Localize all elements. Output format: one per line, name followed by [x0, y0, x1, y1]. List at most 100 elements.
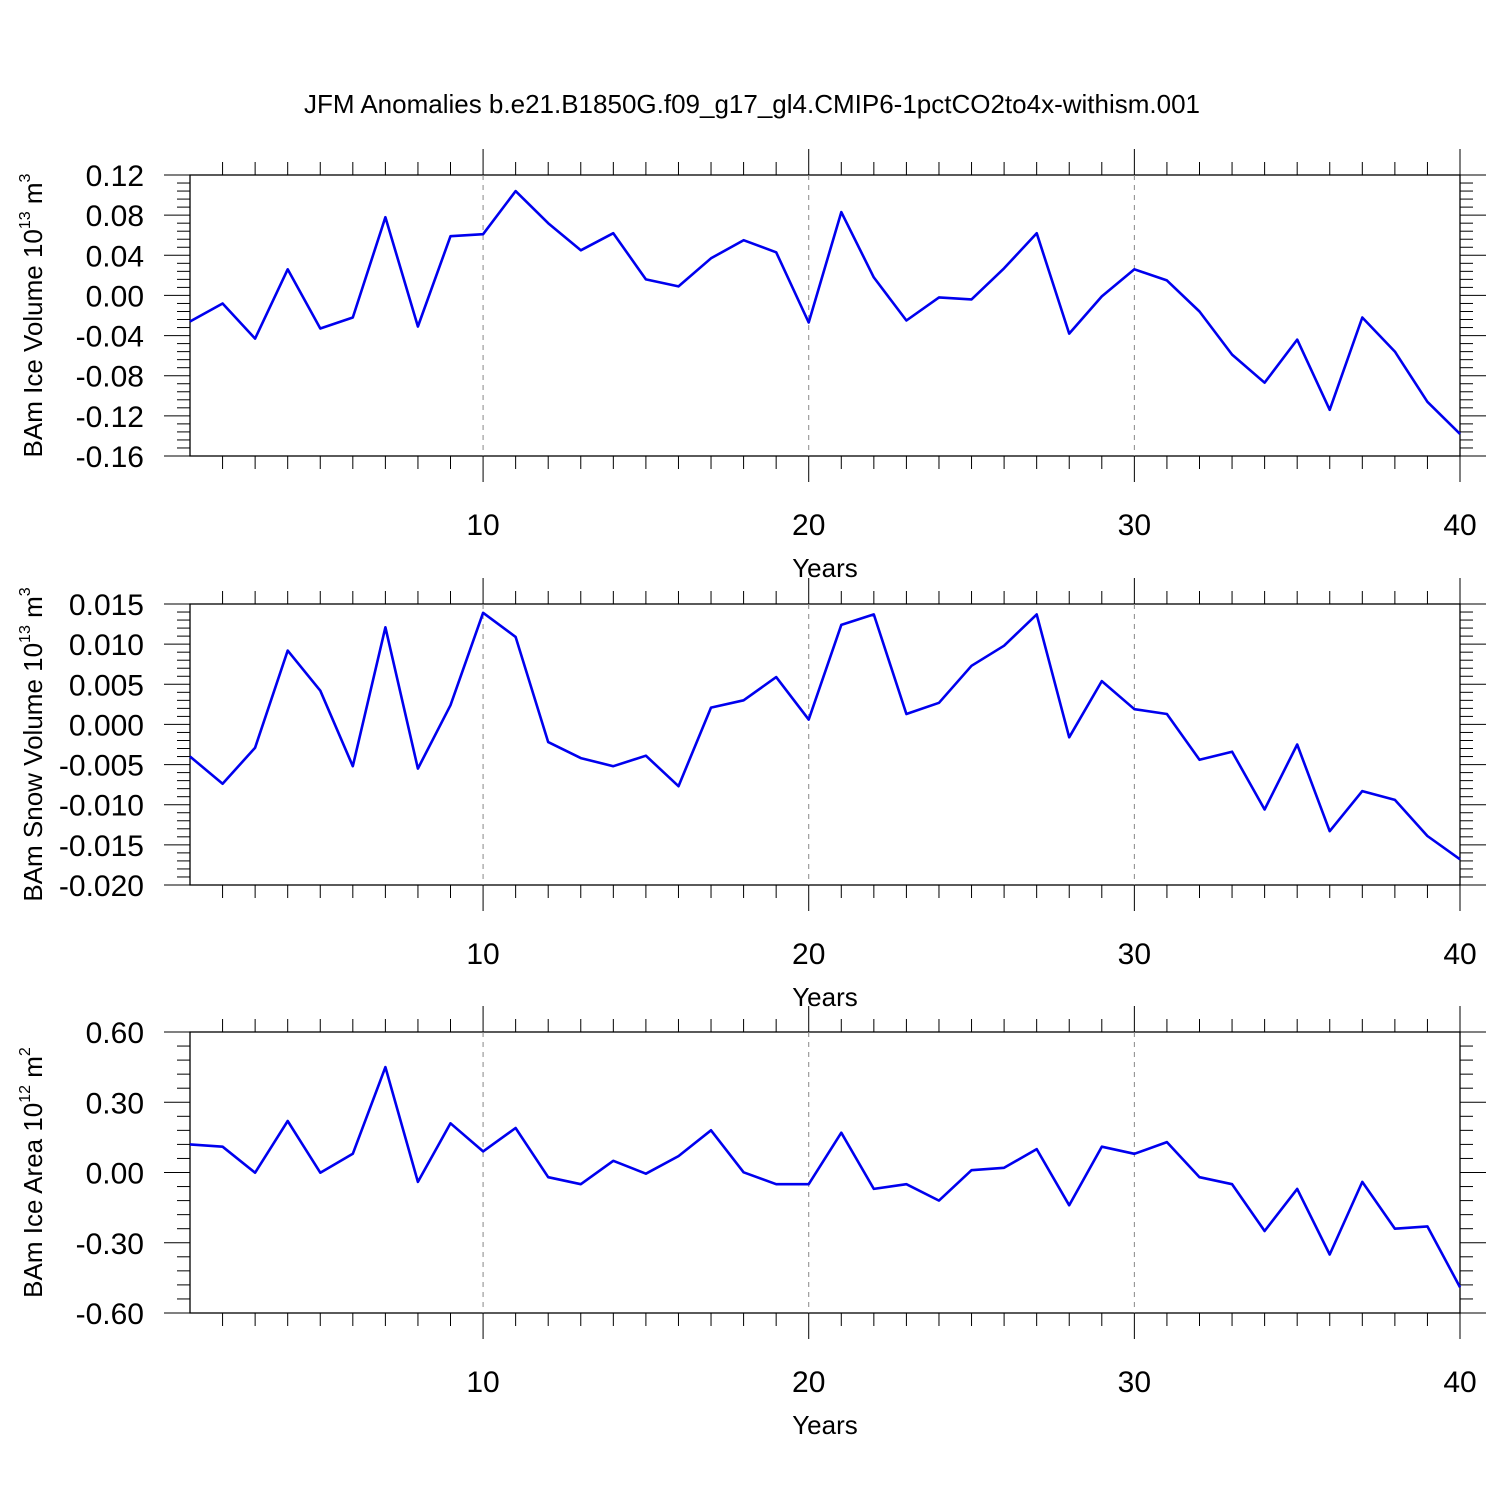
- data-point: [1458, 857, 1462, 861]
- data-point: [416, 325, 420, 329]
- y-tick-label: -0.30: [76, 1228, 144, 1261]
- data-point: [449, 234, 453, 238]
- x-tick-label: 20: [792, 1366, 825, 1399]
- y-tick-label: 0.005: [69, 669, 144, 702]
- y-axis-label-exponent: 3: [17, 587, 34, 596]
- data-point: [481, 611, 485, 615]
- data-point: [1035, 1147, 1039, 1151]
- series-line: [189, 1065, 1462, 1288]
- y-tick-label: -0.60: [76, 1298, 144, 1331]
- data-point: [1100, 679, 1104, 683]
- data-point: [904, 319, 908, 323]
- y-axis-label-part: BAm Ice Area 10: [18, 1103, 48, 1298]
- data-point: [1328, 829, 1332, 833]
- data-point: [676, 784, 680, 788]
- data-point: [644, 754, 648, 758]
- data-point: [839, 1131, 843, 1135]
- y-axis-label: BAm Snow Volume 1013 m3: [17, 587, 48, 901]
- data-point: [774, 1182, 778, 1186]
- data-point: [1100, 294, 1104, 298]
- panel-3: 10 20 30 40 Years -0.60 -0.30 0.00 0.30 0.60 BAm I…: [17, 1006, 1486, 1440]
- data-point: [1002, 266, 1006, 270]
- y-axis-label-part: m: [18, 596, 48, 625]
- data-point: [611, 764, 615, 768]
- data-point: [1035, 231, 1039, 235]
- data-point: [839, 210, 843, 214]
- y-axis-label: BAm Ice Area 1012 m2: [17, 1047, 48, 1298]
- data-point: [449, 703, 453, 707]
- data-point: [1263, 808, 1267, 812]
- series-line: [189, 189, 1461, 435]
- data-point: [774, 675, 778, 679]
- data-point: [579, 248, 583, 252]
- data-point: [1197, 758, 1201, 762]
- data-point: [546, 1175, 550, 1179]
- data-point: [937, 701, 941, 705]
- data-point: [644, 277, 648, 281]
- data-point: [872, 275, 876, 279]
- data-point: [1067, 332, 1071, 336]
- data-point: [1230, 750, 1234, 754]
- data-point: [1263, 381, 1267, 385]
- data-point: [611, 1159, 615, 1163]
- y-tick-label: 0.010: [69, 629, 144, 662]
- x-tick-label: 10: [466, 938, 499, 971]
- data-point: [1360, 789, 1364, 793]
- data-point: [872, 1187, 876, 1191]
- data-point: [449, 1121, 453, 1125]
- data-point: [1132, 267, 1136, 271]
- data-point: [318, 327, 322, 331]
- data-point: [318, 689, 322, 693]
- data-point: [1360, 316, 1364, 320]
- data-point: [221, 782, 225, 786]
- data-point: [514, 189, 518, 193]
- x-tick-label: 30: [1118, 938, 1151, 971]
- y-axis-label-exponent: 13: [17, 625, 34, 643]
- data-point: [709, 256, 713, 260]
- data-point: [1165, 1140, 1169, 1144]
- data-point: [644, 1172, 648, 1176]
- x-tick-label: 10: [466, 1366, 499, 1399]
- data-point: [481, 232, 485, 236]
- data-point: [416, 767, 420, 771]
- data-point: [383, 625, 387, 629]
- data-point: [318, 1171, 322, 1175]
- data-point: [1132, 707, 1136, 711]
- data-point: [1393, 798, 1397, 802]
- data-point: [1328, 408, 1332, 412]
- data-point: [1458, 1285, 1462, 1289]
- data-point: [1197, 309, 1201, 313]
- y-axis-label-exponent: 13: [17, 211, 34, 229]
- data-point: [1458, 432, 1462, 436]
- data-point: [253, 1171, 257, 1175]
- x-tick-label: 20: [792, 509, 825, 542]
- y-tick-label: 0.12: [86, 160, 144, 193]
- data-point: [286, 1119, 290, 1123]
- data-point: [579, 756, 583, 760]
- figure-title: JFM Anomalies b.e21.B1850G.f09_g17_gl4.C…: [304, 89, 1200, 119]
- data-point: [1425, 400, 1429, 404]
- data-point: [774, 250, 778, 254]
- y-tick-label: -0.04: [76, 321, 144, 354]
- plot-frame: [189, 1031, 1461, 1314]
- panels: 10 20 30 40 Years -0.16 -0.12 -0.08 -0.04 0.00 0.0…: [17, 149, 1486, 1440]
- data-point: [970, 664, 974, 668]
- data-point: [514, 1126, 518, 1130]
- data-point: [1035, 612, 1039, 616]
- data-point: [611, 231, 615, 235]
- data-point: [1100, 1145, 1104, 1149]
- y-axis-label-part: BAm Ice Volume 10: [18, 229, 48, 457]
- y-tick-label: 0.000: [69, 709, 144, 742]
- data-point: [1002, 644, 1006, 648]
- data-point: [970, 1168, 974, 1172]
- data-point: [839, 623, 843, 627]
- data-point: [546, 221, 550, 225]
- y-axis-label-exponent: 3: [17, 173, 34, 182]
- data-point: [1295, 743, 1299, 747]
- y-axis-label-exponent: 12: [17, 1085, 34, 1103]
- y-axis-label-part: m: [18, 182, 48, 211]
- data-point: [188, 320, 192, 324]
- plot-frame: [189, 174, 1461, 457]
- data-point: [904, 712, 908, 716]
